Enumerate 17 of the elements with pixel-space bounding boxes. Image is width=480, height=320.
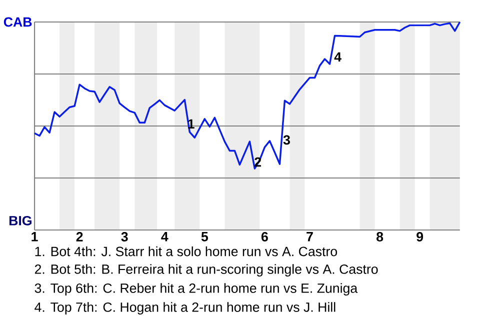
x-tick-label: 9 — [416, 232, 424, 242]
text: CAB — [4, 17, 32, 27]
text: 3. Top 6th: C. Reber hit a 2-run home run vs E. Zuniga — [34, 283, 358, 296]
text: BIG — [9, 216, 32, 226]
text: 2. Bot 5th: B. Ferreira hit a run-scoring single vs A. Castro — [34, 264, 378, 277]
x-tick-label: 3 — [121, 232, 128, 242]
x-tick-label: 1 — [32, 232, 38, 242]
x-tick-label: 5 — [201, 232, 208, 242]
text: 4. Top 7th: C. Hogan hit a 2-run home run vs J. Hill — [34, 302, 336, 315]
x-tick-label: 6 — [261, 232, 268, 242]
x-tick-label: 7 — [306, 232, 313, 242]
x-tick-label: 4 — [161, 232, 168, 242]
annotation: 4 — [334, 52, 342, 62]
text: 1. Bot 4th: J. Starr hit a solo home run vs A. Castro — [35, 246, 338, 256]
x-tick-label: 2 — [76, 232, 83, 242]
x-tick-label: 8 — [376, 232, 384, 242]
annotation: 3 — [283, 135, 290, 145]
